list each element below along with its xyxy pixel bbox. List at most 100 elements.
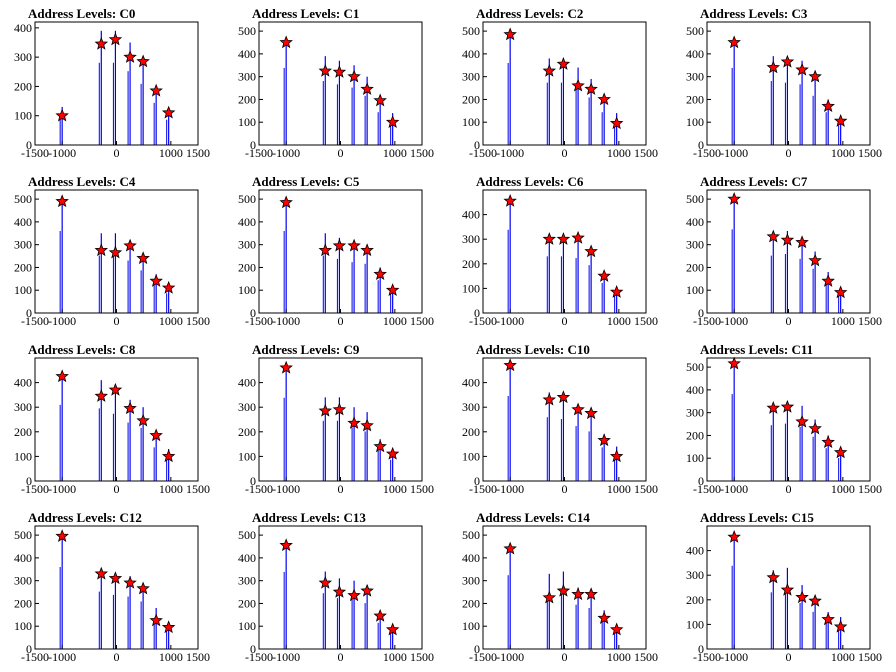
y-tick-label: 200	[14, 596, 32, 610]
peak-marker	[727, 529, 741, 543]
subplot-title: Address Levels: C13	[252, 510, 366, 525]
x-tick-label: -1500	[21, 314, 49, 328]
x-tick-label: 1500	[634, 482, 658, 496]
y-tick-label: 0	[250, 642, 256, 656]
x-tick-label: 0	[114, 482, 120, 496]
peak-marker	[556, 583, 571, 597]
x-tick-label: 1000	[159, 650, 183, 664]
x-tick-label: 1500	[858, 650, 882, 664]
y-tick-label: 500	[14, 192, 32, 206]
x-tick-label: 1500	[634, 650, 658, 664]
y-tick-label: 100	[686, 115, 704, 129]
x-tick-label: -1500	[469, 650, 497, 664]
x-tick-label: 1000	[383, 314, 407, 328]
y-tick-label: 100	[14, 449, 32, 463]
x-tick-label: -1000	[48, 482, 76, 496]
y-tick-label: 200	[462, 92, 480, 106]
subplot-title: Address Levels: C10	[476, 342, 590, 357]
y-tick-label: 100	[686, 283, 704, 297]
subplot-1: Address Levels: C1 0 100 200 300 400 500 -1500-…	[238, 6, 434, 160]
plot-frame	[482, 21, 647, 146]
x-tick-label: -1500	[693, 482, 721, 496]
x-tick-label: 1000	[831, 146, 855, 160]
y-tick-label: 300	[14, 50, 32, 64]
y-tick-label: 100	[238, 115, 256, 129]
x-tick-label: 1000	[159, 146, 183, 160]
subplot-title: Address Levels: C9	[252, 342, 360, 357]
x-tick-label: 1000	[159, 482, 183, 496]
peak-marker	[727, 356, 741, 370]
x-tick-label: -1000	[272, 650, 300, 664]
x-tick-label: 1000	[607, 482, 631, 496]
peak-marker	[373, 439, 387, 453]
peak-marker	[123, 575, 137, 589]
peak-marker	[542, 63, 557, 77]
x-tick-label: -1000	[496, 146, 524, 160]
peak-marker	[136, 251, 150, 265]
peak-marker	[55, 108, 69, 122]
x-tick-label: 1500	[410, 650, 434, 664]
peak-marker	[821, 612, 835, 626]
x-tick-label: -1500	[469, 482, 497, 496]
y-tick-label: 200	[238, 260, 256, 274]
peak-marker	[766, 401, 781, 414]
y-tick-label: 300	[462, 70, 480, 84]
peak-marker	[94, 243, 109, 257]
peak-marker	[360, 418, 374, 432]
subplot-2: Address Levels: C2 0 100 200 300 400 500 -1500-…	[462, 6, 658, 160]
peak-marker	[833, 445, 848, 459]
peak-marker	[795, 62, 809, 76]
y-tick-label: 300	[462, 400, 480, 414]
x-tick-label: -1000	[496, 482, 524, 496]
peak-marker	[609, 622, 624, 636]
peak-marker	[542, 232, 557, 245]
y-tick-label: 300	[462, 232, 480, 246]
peak-marker	[373, 93, 387, 107]
x-tick-label: -1000	[720, 146, 748, 160]
x-tick-label: 0	[562, 314, 568, 328]
peak-marker	[279, 195, 293, 209]
y-tick-label: 0	[26, 306, 32, 320]
y-tick-label: 0	[698, 474, 704, 488]
y-tick-label: 0	[474, 642, 480, 656]
x-tick-label: -1500	[245, 482, 273, 496]
plot-frame	[34, 525, 199, 650]
peak-marker	[766, 60, 781, 74]
subplot-7: Address Levels: C7 0 100 200 300 400 500 -1500-…	[686, 174, 882, 328]
peak-marker	[94, 566, 109, 580]
subplot-title: Address Levels: C2	[476, 6, 583, 21]
peak-marker	[556, 390, 571, 404]
peak-marker	[833, 113, 848, 127]
subplot-title: Address Levels: C11	[700, 342, 813, 357]
x-tick-label: -1000	[720, 314, 748, 328]
peak-marker	[584, 82, 598, 95]
peak-marker	[332, 584, 347, 598]
x-tick-label: -1000	[272, 146, 300, 160]
peak-marker	[795, 590, 809, 604]
y-tick-label: 200	[14, 79, 32, 93]
peak-marker	[808, 593, 822, 607]
x-tick-label: 1000	[831, 314, 855, 328]
x-tick-label: -1500	[245, 650, 273, 664]
subplot-title: Address Levels: C4	[28, 174, 136, 189]
y-tick-label: 0	[698, 306, 704, 320]
peak-marker	[108, 571, 123, 585]
x-tick-label: -1500	[469, 146, 497, 160]
peak-marker	[360, 583, 374, 597]
x-tick-label: -1000	[720, 482, 748, 496]
y-tick-label: 300	[14, 238, 32, 252]
peak-marker	[318, 575, 333, 589]
peak-marker	[149, 613, 163, 627]
x-tick-label: -1000	[48, 146, 76, 160]
peak-marker	[808, 69, 822, 83]
y-tick-label: 100	[686, 617, 704, 631]
x-tick-label: 1500	[410, 314, 434, 328]
y-tick-label: 500	[686, 24, 704, 38]
x-tick-label: 0	[338, 146, 344, 160]
x-tick-label: 0	[338, 314, 344, 328]
x-tick-label: -1500	[21, 650, 49, 664]
peak-marker	[136, 581, 150, 595]
peak-marker	[123, 401, 137, 415]
subplot-title: Address Levels: C5	[252, 174, 360, 189]
peak-marker	[360, 243, 374, 257]
